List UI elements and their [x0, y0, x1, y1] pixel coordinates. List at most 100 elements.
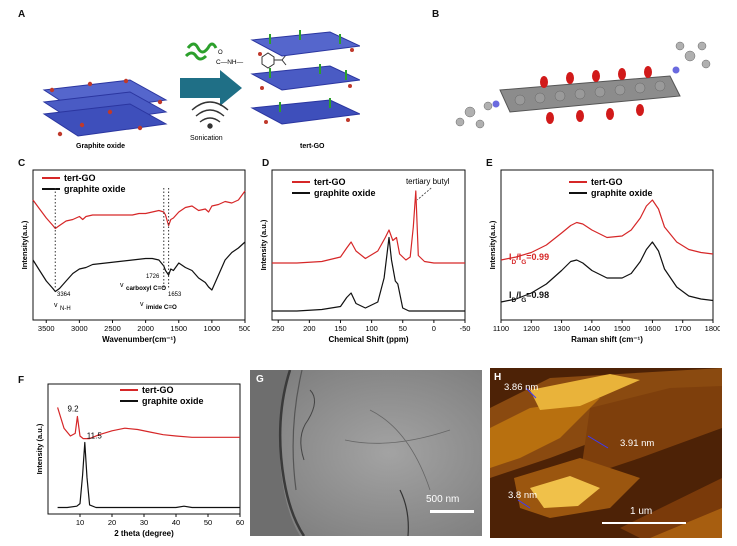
x-axis-label-C: Wavenumber(cm⁻¹) — [102, 335, 176, 344]
panel-a-schematic: Graphite oxide O C—NH— Sonication ter — [42, 30, 360, 150]
panel-letter-c: C — [18, 158, 26, 169]
x-tick-label-C: 2500 — [104, 324, 121, 333]
peak-label-9-2: 9.2 — [67, 404, 79, 413]
afm-height-label-2: 3.91 nm — [620, 438, 655, 449]
series-line-F-graphite-oxide — [57, 441, 240, 509]
afm-height-map-image — [490, 368, 722, 538]
plot-frame-E — [500, 169, 714, 321]
annotation-carboxyl-text: carboxyl C=O — [126, 285, 166, 292]
graphite-oxide-sheets-image — [42, 78, 168, 137]
y-axis-label-D: Intensity (a.u.) — [259, 219, 268, 270]
x-tick-label-E: 1200 — [523, 324, 540, 333]
annotation-tertiary-butyl: tertiary butyl — [406, 177, 450, 186]
legend-label-D: graphite oxide — [314, 188, 376, 198]
x-tick-label-C: 3500 — [38, 324, 55, 333]
sonication-label: Sonication — [190, 135, 223, 142]
series-line-D-tert-GO — [272, 190, 465, 264]
series-line-E-tert-GO — [500, 199, 714, 261]
x-tick-label-F: 20 — [108, 518, 116, 527]
x-tick-label-D: -50 — [460, 324, 471, 333]
x-tick-label-D: 200 — [303, 324, 316, 333]
series-line-C-tert-GO — [32, 190, 246, 230]
molecule-formula: C—NH— — [216, 59, 244, 66]
series-line-C-graphite-oxide — [32, 241, 246, 293]
annotation-carboxyl-v: v — [120, 282, 124, 289]
peak-label-11-5: 11.5 — [87, 432, 103, 441]
tert-go-sheets-image — [250, 30, 360, 125]
panel-letter-h: H — [494, 372, 502, 383]
x-tick-label-E: 1700 — [674, 324, 691, 333]
panel-letter-a: A — [18, 9, 26, 20]
tert-go-label: tert-GO — [300, 143, 325, 150]
x-axis-label-F: 2 theta (degree) — [114, 529, 174, 538]
x-tick-label-C: 500 — [239, 324, 250, 333]
sonication-waves-icon — [191, 101, 229, 129]
x-axis-label-D: Chemical Shift (ppm) — [328, 335, 408, 344]
legend-label-C: tert-GO — [64, 173, 96, 183]
x-tick-label-E: 1600 — [644, 324, 661, 333]
y-axis-label-C: Intensity(a.u.) — [20, 220, 29, 269]
annotation-arrow — [416, 187, 432, 201]
x-tick-label-E: 1800 — [705, 324, 720, 333]
chart-e-raman: 1100 1200 1300 1400 1500 1600 1700 1800 Raman sh… — [488, 169, 720, 344]
x-tick-label-F: 60 — [236, 518, 244, 527]
panel-b-molecular-model — [455, 41, 711, 129]
chart-c-ftir: 3500 3000 2500 2000 1500 1000 500 Wavenumber(cm… — [20, 169, 250, 344]
x-tick-label-F: 10 — [76, 518, 84, 527]
plot-frame-C — [32, 169, 246, 321]
annotation-imide-v: v — [140, 301, 144, 308]
annotation-nh-text: N-H — [60, 306, 71, 312]
x-tick-label-F: 30 — [140, 518, 148, 527]
tert-butyl-amide-molecule-image — [184, 42, 218, 61]
x-tick-label-F: 40 — [172, 518, 180, 527]
ratio-label-graphite-oxide: ID/IG=0.98 — [509, 290, 549, 304]
panel-h-afm-image: H 3.86 nm 3.91 nm 3.8 nm 1 um — [490, 368, 722, 538]
x-tick-label-E: 1400 — [584, 324, 601, 333]
x-tick-label-C: 1500 — [170, 324, 187, 333]
tert-go-molecular-model-image — [455, 41, 711, 129]
series-line-F-tert-GO — [57, 407, 240, 440]
annotation-nh-v: v — [54, 302, 58, 309]
tem-scalebar-label: 500 nm — [426, 494, 460, 505]
panel-g-tem-image: 500 nm G — [250, 370, 482, 536]
afm-scalebar-line — [602, 522, 686, 524]
x-axis-label-E: Raman shift (cm⁻¹) — [571, 335, 643, 344]
chart-d-nmr: 250 200 150 100 50 0 -50 Chemical Shift (ppm) In… — [259, 169, 471, 344]
chart-f-xrd: 10 20 30 40 50 60 2 theta (degree) Intensity (a… — [35, 383, 244, 538]
legend-label-F: graphite oxide — [142, 396, 204, 406]
annotation-imide-text: imide C=O — [146, 304, 177, 311]
panel-letter-f: F — [18, 375, 25, 386]
tem-micrograph-image — [250, 370, 482, 536]
annotation-imide-number: 1653 — [168, 292, 182, 298]
x-tick-label-D: 250 — [272, 324, 285, 333]
afm-height-label-3: 3.8 nm — [508, 490, 538, 501]
x-tick-label-C: 2000 — [137, 324, 154, 333]
panel-letter-g: G — [256, 374, 264, 385]
x-tick-label-E: 1300 — [553, 324, 570, 333]
x-tick-label-D: 50 — [399, 324, 407, 333]
y-axis-label-F: Intensity (a.u.) — [35, 423, 44, 474]
x-tick-label-D: 100 — [365, 324, 378, 333]
x-tick-label-C: 3000 — [71, 324, 88, 333]
x-tick-label-D: 150 — [334, 324, 347, 333]
series-line-D-graphite-oxide — [272, 236, 465, 312]
panel-letter-d: D — [262, 158, 270, 169]
legend-label-C: graphite oxide — [64, 184, 126, 194]
graphite-oxide-label: Graphite oxide — [76, 143, 125, 150]
x-tick-label-C: 1000 — [204, 324, 221, 333]
panel-letter-b: B — [432, 9, 440, 20]
x-tick-label-E: 1100 — [493, 324, 509, 333]
x-tick-label-F: 50 — [204, 518, 212, 527]
afm-scalebar-label: 1 um — [630, 506, 653, 517]
plot-frame-D — [271, 169, 466, 321]
y-axis-label-E: Intensity(a.u.) — [488, 220, 497, 269]
legend-label-E: graphite oxide — [591, 188, 653, 198]
x-tick-label-D: 0 — [432, 324, 436, 333]
panel-letter-e: E — [486, 158, 493, 169]
legend-label-D: tert-GO — [314, 177, 346, 187]
molecule-o-label: O — [218, 50, 223, 56]
series-line-E-graphite-oxide — [500, 241, 714, 303]
annotation-nh-number: 3364 — [57, 292, 71, 298]
afm-height-label-1: 3.86 nm — [504, 382, 539, 393]
ratio-label-tert-go: ID/IG=0.99 — [509, 252, 549, 266]
